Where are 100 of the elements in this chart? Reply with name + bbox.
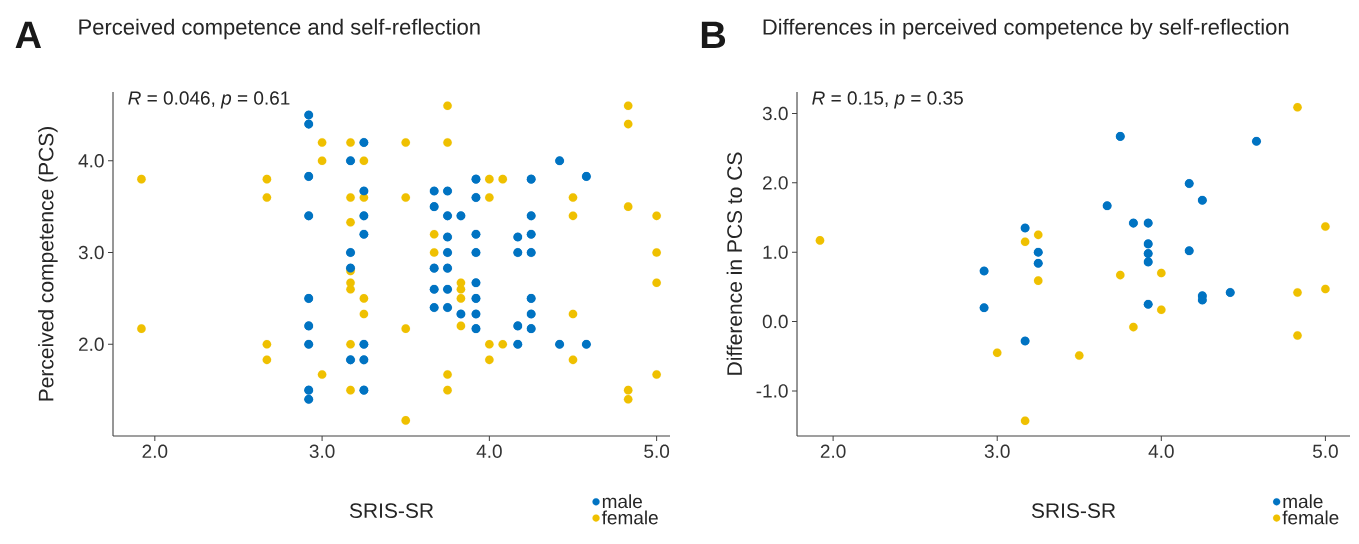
point [429, 303, 439, 312]
point [359, 138, 369, 147]
point [401, 324, 411, 334]
point [359, 229, 369, 239]
y-axis-title: Perceived competence (PCS) [38, 127, 58, 401]
point [456, 211, 466, 221]
point [652, 370, 661, 379]
point [498, 339, 508, 349]
point [568, 309, 578, 319]
point [1293, 102, 1302, 112]
point [526, 248, 536, 257]
point [979, 266, 989, 276]
chart-title: Perceived competence and self-reflection [79, 18, 480, 40]
point [979, 303, 989, 313]
point [443, 263, 452, 273]
point [137, 174, 146, 184]
x-tick-label: 5.0 [644, 444, 670, 458]
point [623, 119, 633, 129]
y-tick-label: 1.0 [763, 245, 788, 259]
point [443, 248, 452, 257]
point [443, 370, 452, 379]
legend-label: male [602, 494, 642, 509]
point [1033, 276, 1043, 286]
point [304, 119, 314, 129]
point [262, 355, 272, 365]
point [513, 232, 523, 242]
point [526, 309, 536, 319]
annotation: R = 0.15, p = 0.35 [812, 91, 963, 109]
point [359, 156, 369, 166]
point [1321, 222, 1330, 231]
text: A [15, 21, 42, 48]
point [526, 229, 536, 239]
point [1102, 201, 1112, 211]
point [1033, 258, 1043, 268]
point [568, 193, 578, 202]
point [1115, 270, 1125, 280]
point [1033, 247, 1043, 257]
y-tick-label: 3.0 [78, 245, 104, 260]
point [346, 385, 355, 395]
point [623, 385, 633, 395]
point [443, 211, 452, 221]
point [1143, 299, 1153, 309]
x-tick-label: 2.0 [142, 444, 168, 458]
point [652, 211, 661, 221]
point [262, 193, 272, 202]
x-axis-title: SRIS-SR [349, 503, 434, 519]
legend-label: female [601, 510, 658, 525]
point [652, 278, 661, 288]
point [498, 174, 508, 184]
point [304, 211, 314, 221]
point [346, 248, 355, 257]
point [304, 172, 314, 181]
point [359, 294, 369, 303]
point [346, 193, 355, 202]
y-axis-title: Difference in PCS to CS [726, 152, 743, 375]
point [623, 101, 633, 111]
point [513, 248, 523, 257]
point [429, 229, 439, 239]
point [456, 294, 466, 303]
point [1293, 288, 1302, 297]
y-tick-label: 3.0 [762, 106, 788, 121]
point [443, 284, 452, 294]
point [346, 217, 355, 227]
point [359, 211, 369, 221]
point [359, 355, 369, 365]
point [304, 339, 314, 349]
y-tick-label: 2.0 [763, 176, 788, 190]
point [471, 294, 481, 303]
point [359, 339, 369, 349]
point [1143, 239, 1153, 249]
point [568, 355, 578, 365]
point [346, 156, 355, 166]
point [1129, 218, 1138, 228]
point [582, 172, 591, 181]
point [1197, 195, 1207, 205]
legend-label: male [1283, 494, 1323, 509]
point [623, 202, 633, 212]
point [304, 294, 314, 303]
point [1156, 305, 1166, 315]
point [137, 324, 146, 334]
point [429, 284, 439, 294]
point [471, 278, 481, 288]
point [555, 339, 564, 349]
x-axis-title: SRIS-SR [1031, 503, 1116, 519]
point [471, 229, 481, 239]
point [623, 394, 633, 404]
point [443, 232, 452, 242]
point [513, 321, 523, 331]
point [1074, 351, 1084, 360]
x-tick-label: 2.0 [820, 444, 846, 458]
text: B [701, 21, 726, 48]
annotation: R = 0.046, p = 0.61 [128, 91, 290, 109]
point [359, 385, 369, 395]
point [304, 110, 314, 120]
point [429, 263, 439, 273]
point [401, 416, 411, 425]
point [485, 339, 494, 349]
point [1020, 416, 1030, 426]
point [1156, 268, 1166, 278]
point [1293, 331, 1302, 340]
